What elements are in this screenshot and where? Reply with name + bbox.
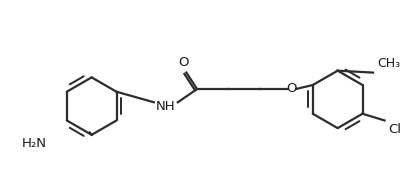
- Text: NH: NH: [156, 100, 175, 113]
- Text: O: O: [287, 82, 297, 95]
- Text: CH₃: CH₃: [377, 57, 400, 70]
- Text: Cl: Cl: [388, 123, 401, 136]
- Text: O: O: [178, 56, 189, 69]
- Text: H₂N: H₂N: [22, 137, 47, 150]
